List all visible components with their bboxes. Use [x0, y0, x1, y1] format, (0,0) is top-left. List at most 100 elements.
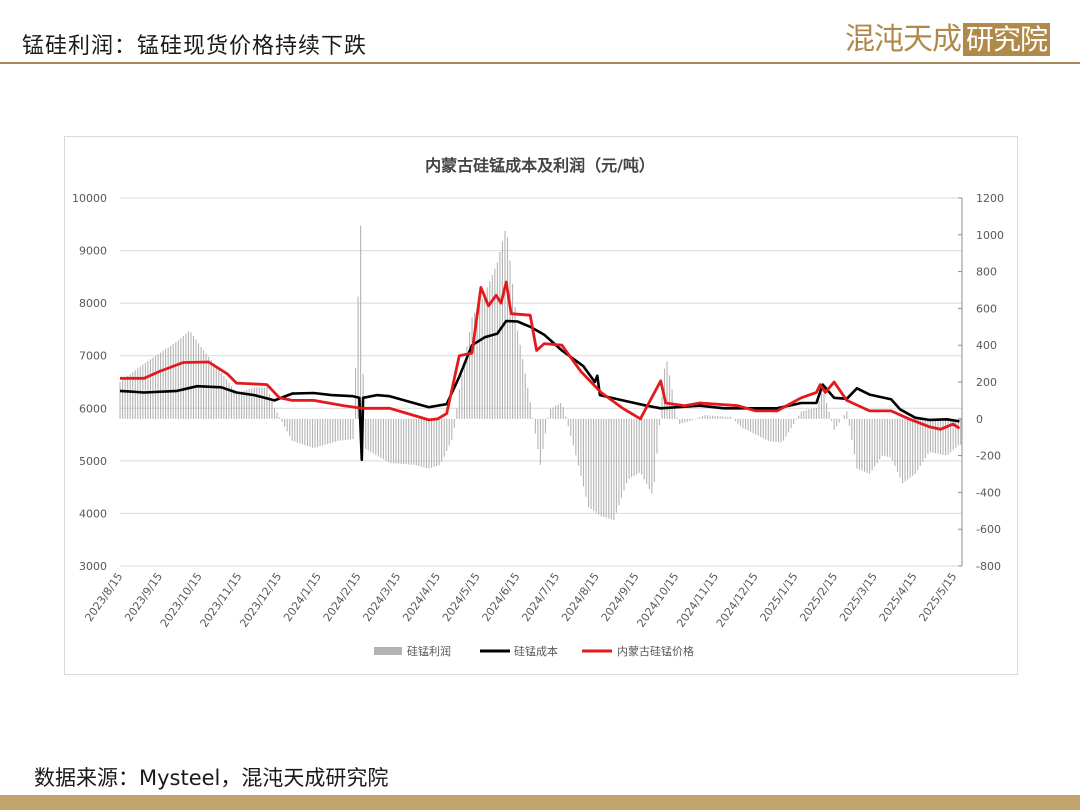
profit-bar [175, 342, 177, 419]
x-tick-label: 2024/5/15 [440, 570, 483, 624]
profit-bar [339, 418, 341, 441]
profit-bar [919, 418, 921, 466]
profit-bar [881, 418, 883, 456]
profit-bar [301, 418, 303, 445]
profit-bar [271, 401, 273, 419]
profit-bar [853, 418, 855, 455]
profit-bar [722, 416, 724, 419]
profit-bar [165, 349, 167, 419]
profit-bar [869, 418, 871, 474]
x-tick-label: 2025/2/15 [797, 570, 840, 624]
profit-bar [198, 343, 200, 419]
profit-bar [643, 418, 645, 480]
profit-bar [387, 418, 390, 463]
profit-bar [213, 363, 215, 419]
profit-bar [625, 418, 628, 484]
profit-bar [590, 418, 592, 509]
profit-bar [225, 379, 227, 419]
profit-bar [810, 408, 812, 419]
profit-bar [838, 418, 840, 423]
profit-bar [319, 418, 321, 447]
profit-bar [527, 387, 529, 419]
profit-bar [512, 283, 514, 419]
profit-bar [752, 418, 754, 434]
profit-bar [666, 361, 668, 419]
right-tick-label: -200 [976, 450, 1001, 463]
profit-bar [605, 418, 607, 518]
right-tick-label: -800 [976, 560, 1001, 573]
profit-bar [400, 418, 402, 464]
profit-bar [914, 418, 916, 474]
profit-bar [957, 418, 959, 446]
profit-bar [610, 418, 612, 520]
profit-bar [367, 418, 369, 451]
profit-bar [795, 418, 797, 420]
profit-bar [122, 380, 124, 419]
profit-bar [398, 418, 400, 464]
profit-bar [572, 418, 574, 446]
profit-bar [846, 411, 848, 419]
profit-bar [934, 418, 937, 454]
profit-bar [552, 407, 554, 419]
x-tick-label: 2024/4/15 [400, 570, 443, 624]
profit-bar [119, 382, 121, 419]
header-divider [0, 62, 1080, 64]
profit-bar [220, 372, 222, 419]
profit-bar [438, 418, 440, 466]
profit-bar [425, 418, 428, 468]
profit-bar [567, 418, 569, 427]
right-tick-label: 800 [976, 266, 997, 279]
profit-bar [311, 418, 314, 448]
profit-bar [248, 389, 250, 419]
profit-bar [420, 418, 422, 467]
x-tick-label: 2023/9/15 [122, 570, 165, 624]
profit-bar [701, 416, 704, 419]
profit-bar [322, 418, 324, 446]
profit-bar [656, 418, 658, 454]
profit-bar [864, 418, 866, 472]
profit-bar [496, 262, 498, 419]
profit-bar [707, 415, 709, 419]
profit-bar [585, 418, 587, 497]
profit-bar [382, 418, 384, 460]
profit-bar [681, 418, 683, 424]
profit-bar [529, 402, 531, 419]
profit-bar [691, 418, 693, 421]
profit-bar [410, 418, 412, 465]
profit-bar [638, 418, 640, 473]
right-tick-label: 600 [976, 302, 997, 315]
profit-bar [831, 418, 833, 421]
profit-bar [620, 418, 623, 498]
profit-bar [826, 402, 828, 419]
profit-bar [775, 418, 777, 442]
profit-bar [349, 418, 352, 440]
profit-bar [385, 418, 387, 461]
legend-label-price: 内蒙古硅锰价格 [617, 644, 694, 658]
profit-bar [815, 407, 817, 419]
profit-bar [577, 418, 579, 466]
profit-bar [790, 418, 792, 429]
left-tick-label: 4000 [79, 507, 107, 520]
profit-bar [532, 417, 534, 419]
profit-bar [479, 303, 481, 419]
profit-bar [755, 418, 757, 435]
profit-bar [939, 418, 942, 455]
profit-bar [430, 418, 433, 468]
profit-bar [631, 418, 633, 478]
left-tick-label: 8000 [79, 297, 107, 310]
profit-bar [689, 418, 691, 422]
profit-bar [461, 375, 463, 419]
profit-bar [904, 418, 906, 482]
profit-bar [901, 418, 904, 484]
profit-bar [360, 225, 362, 419]
profit-bar [413, 418, 415, 465]
x-tick-label: 2023/8/15 [82, 570, 125, 624]
profit-bar [185, 333, 187, 419]
profit-bar [451, 418, 453, 440]
profit-bar [466, 346, 468, 419]
profit-bar [613, 418, 615, 520]
profit-bar [203, 350, 205, 419]
data-source: 数据来源：Mysteel，混沌天成研究院 [34, 766, 389, 790]
profit-bar [195, 339, 197, 419]
slide-title: 锰硅利润：锰硅现货价格持续下跌 [22, 34, 368, 59]
